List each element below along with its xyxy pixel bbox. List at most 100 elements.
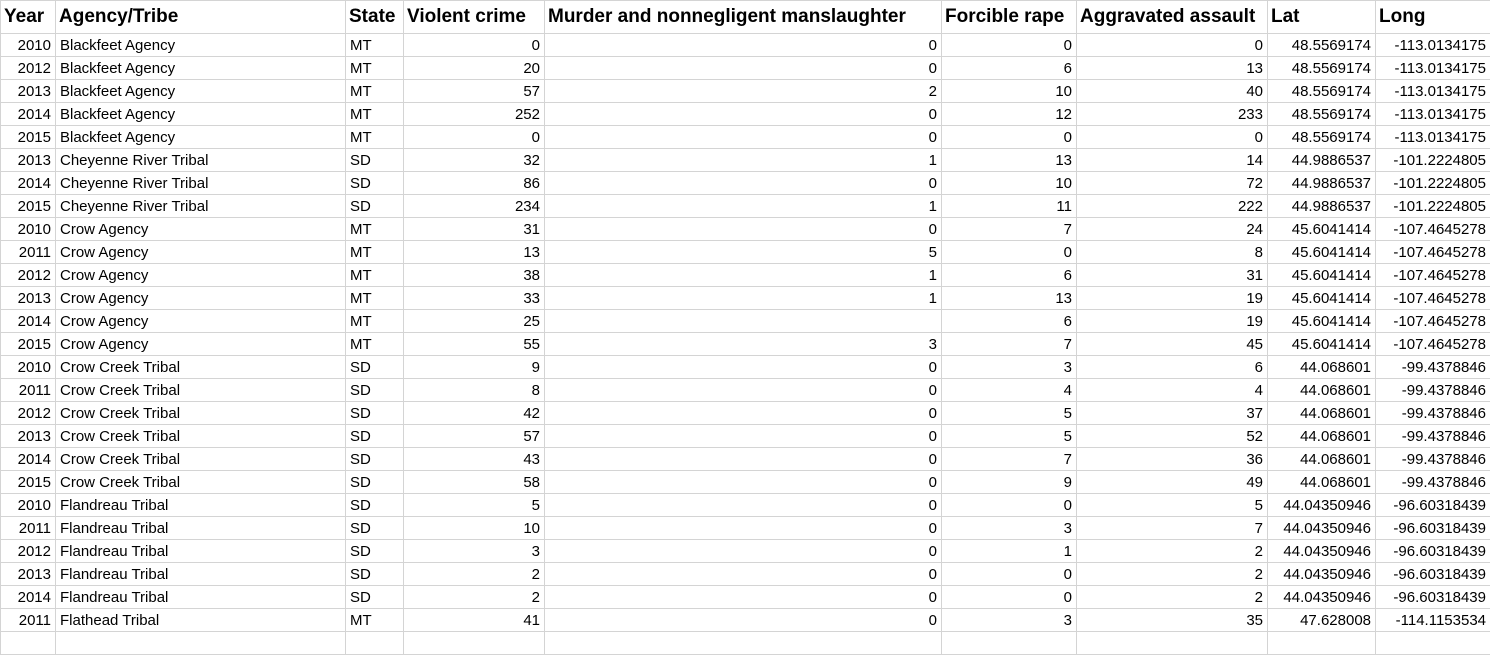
cell-year[interactable]: 2014 bbox=[0, 585, 56, 609]
cell-murder[interactable]: 0 bbox=[544, 493, 942, 517]
cell-lat[interactable]: 45.6041414 bbox=[1267, 263, 1376, 287]
cell-murder[interactable]: 0 bbox=[544, 56, 942, 80]
cell-rape[interactable]: 0 bbox=[941, 33, 1077, 57]
cell-violent[interactable]: 57 bbox=[403, 79, 545, 103]
cell-assault[interactable]: 24 bbox=[1076, 217, 1268, 241]
cell-year[interactable]: 2015 bbox=[0, 470, 56, 494]
cell-long[interactable]: -99.4378846 bbox=[1375, 378, 1490, 402]
cell-murder[interactable]: 0 bbox=[544, 378, 942, 402]
cell-murder[interactable] bbox=[544, 309, 942, 333]
cell-lat[interactable]: 48.5569174 bbox=[1267, 33, 1376, 57]
cell-lat[interactable]: 47.628008 bbox=[1267, 608, 1376, 632]
cell-rape[interactable]: 0 bbox=[941, 585, 1077, 609]
cell-year[interactable]: 2010 bbox=[0, 355, 56, 379]
cell-assault[interactable]: 36 bbox=[1076, 447, 1268, 471]
cell-murder[interactable]: 0 bbox=[544, 102, 942, 126]
cell-state[interactable]: SD bbox=[345, 447, 404, 471]
cell-violent[interactable]: 252 bbox=[403, 102, 545, 126]
cell-agency[interactable]: Crow Creek Tribal bbox=[55, 401, 346, 425]
cell-lat[interactable]: 44.068601 bbox=[1267, 424, 1376, 448]
cell-assault[interactable]: 8 bbox=[1076, 240, 1268, 264]
cell-assault[interactable]: 233 bbox=[1076, 102, 1268, 126]
cell-violent[interactable]: 32 bbox=[403, 148, 545, 172]
cell-rape[interactable]: 7 bbox=[941, 447, 1077, 471]
cell-murder[interactable]: 0 bbox=[544, 447, 942, 471]
cell-rape[interactable]: 0 bbox=[941, 562, 1077, 586]
header-violent-crime[interactable]: Violent crime bbox=[403, 0, 545, 34]
cell-state[interactable]: SD bbox=[345, 493, 404, 517]
cell-long[interactable]: -96.60318439 bbox=[1375, 516, 1490, 540]
cell-assault[interactable]: 6 bbox=[1076, 355, 1268, 379]
cell-long[interactable]: -99.4378846 bbox=[1375, 401, 1490, 425]
cell-agency[interactable]: Crow Creek Tribal bbox=[55, 447, 346, 471]
cell-state[interactable]: SD bbox=[345, 148, 404, 172]
cell-state[interactable]: SD bbox=[345, 470, 404, 494]
cell-long[interactable]: -99.4378846 bbox=[1375, 470, 1490, 494]
cell-agency[interactable]: Crow Agency bbox=[55, 217, 346, 241]
cell-lat[interactable]: 44.04350946 bbox=[1267, 493, 1376, 517]
cell-empty[interactable] bbox=[403, 631, 545, 655]
cell-state[interactable]: SD bbox=[345, 562, 404, 586]
cell-year[interactable]: 2015 bbox=[0, 125, 56, 149]
cell-state[interactable]: SD bbox=[345, 585, 404, 609]
cell-violent[interactable]: 5 bbox=[403, 493, 545, 517]
cell-year[interactable]: 2013 bbox=[0, 286, 56, 310]
cell-empty[interactable] bbox=[1076, 631, 1268, 655]
cell-assault[interactable]: 0 bbox=[1076, 33, 1268, 57]
cell-lat[interactable]: 45.6041414 bbox=[1267, 332, 1376, 356]
cell-violent[interactable]: 9 bbox=[403, 355, 545, 379]
cell-agency[interactable]: Blackfeet Agency bbox=[55, 125, 346, 149]
cell-long[interactable]: -107.4645278 bbox=[1375, 217, 1490, 241]
cell-violent[interactable]: 8 bbox=[403, 378, 545, 402]
cell-rape[interactable]: 13 bbox=[941, 148, 1077, 172]
cell-empty[interactable] bbox=[345, 631, 404, 655]
cell-agency[interactable]: Crow Agency bbox=[55, 286, 346, 310]
cell-violent[interactable]: 38 bbox=[403, 263, 545, 287]
cell-long[interactable]: -96.60318439 bbox=[1375, 493, 1490, 517]
header-forcible-rape[interactable]: Forcible rape bbox=[941, 0, 1077, 34]
cell-violent[interactable]: 0 bbox=[403, 33, 545, 57]
cell-violent[interactable]: 42 bbox=[403, 401, 545, 425]
cell-agency[interactable]: Flandreau Tribal bbox=[55, 493, 346, 517]
cell-long[interactable]: -113.0134175 bbox=[1375, 79, 1490, 103]
header-aggravated-assault[interactable]: Aggravated assault bbox=[1076, 0, 1268, 34]
cell-year[interactable]: 2013 bbox=[0, 148, 56, 172]
cell-murder[interactable]: 0 bbox=[544, 355, 942, 379]
cell-lat[interactable]: 45.6041414 bbox=[1267, 286, 1376, 310]
cell-state[interactable]: MT bbox=[345, 309, 404, 333]
cell-state[interactable]: SD bbox=[345, 171, 404, 195]
cell-long[interactable]: -107.4645278 bbox=[1375, 263, 1490, 287]
cell-violent[interactable]: 86 bbox=[403, 171, 545, 195]
cell-year[interactable]: 2011 bbox=[0, 608, 56, 632]
header-long[interactable]: Long bbox=[1375, 0, 1490, 34]
cell-lat[interactable]: 44.9886537 bbox=[1267, 194, 1376, 218]
cell-year[interactable]: 2010 bbox=[0, 493, 56, 517]
cell-year[interactable]: 2015 bbox=[0, 332, 56, 356]
cell-murder[interactable]: 2 bbox=[544, 79, 942, 103]
cell-violent[interactable]: 3 bbox=[403, 539, 545, 563]
cell-state[interactable]: MT bbox=[345, 332, 404, 356]
cell-year[interactable]: 2014 bbox=[0, 102, 56, 126]
cell-state[interactable]: SD bbox=[345, 194, 404, 218]
cell-agency[interactable]: Cheyenne River Tribal bbox=[55, 171, 346, 195]
cell-state[interactable]: MT bbox=[345, 263, 404, 287]
cell-lat[interactable]: 44.9886537 bbox=[1267, 148, 1376, 172]
cell-lat[interactable]: 44.04350946 bbox=[1267, 585, 1376, 609]
cell-assault[interactable]: 5 bbox=[1076, 493, 1268, 517]
cell-murder[interactable]: 0 bbox=[544, 539, 942, 563]
cell-rape[interactable]: 10 bbox=[941, 79, 1077, 103]
cell-lat[interactable]: 44.068601 bbox=[1267, 355, 1376, 379]
cell-long[interactable]: -113.0134175 bbox=[1375, 56, 1490, 80]
cell-rape[interactable]: 7 bbox=[941, 332, 1077, 356]
cell-year[interactable]: 2013 bbox=[0, 562, 56, 586]
cell-year[interactable]: 2012 bbox=[0, 401, 56, 425]
cell-state[interactable]: MT bbox=[345, 56, 404, 80]
cell-long[interactable]: -96.60318439 bbox=[1375, 585, 1490, 609]
cell-lat[interactable]: 44.068601 bbox=[1267, 447, 1376, 471]
cell-assault[interactable]: 52 bbox=[1076, 424, 1268, 448]
cell-rape[interactable]: 6 bbox=[941, 263, 1077, 287]
cell-lat[interactable]: 48.5569174 bbox=[1267, 102, 1376, 126]
cell-rape[interactable]: 5 bbox=[941, 424, 1077, 448]
cell-violent[interactable]: 31 bbox=[403, 217, 545, 241]
cell-lat[interactable]: 44.068601 bbox=[1267, 401, 1376, 425]
